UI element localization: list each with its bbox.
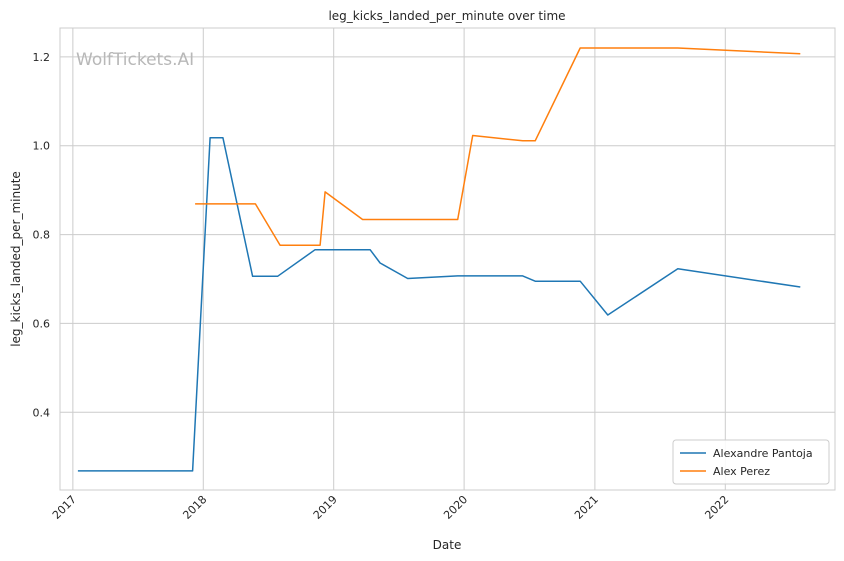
y-tick-label: 0.8 [33,229,51,242]
x-axis-title: Date [433,538,462,552]
watermark: WolfTickets.AI [76,50,194,70]
series-line-alex-perez [195,47,801,246]
legend-label-alexandre-pantoja: Alexandre Pantoja [713,447,813,460]
series-lines [77,47,801,472]
series-line-alexandre-pantoja [77,136,801,472]
plot-frame [59,27,836,491]
grid [60,28,835,490]
y-tick-label: 1.2 [33,51,51,64]
legend-box [672,439,830,485]
legend: Alexandre Pantoja Alex Perez [672,439,830,485]
y-tick-label: 1.0 [33,140,51,153]
legend-label-alex-perez: Alex Perez [713,465,770,478]
y-tick-label: 0.6 [33,317,51,330]
chart-title: leg_kicks_landed_per_minute over time [328,9,565,23]
y-tick-label: 0.4 [33,406,51,419]
y-axis-title: leg_kicks_landed_per_minute [9,171,23,347]
